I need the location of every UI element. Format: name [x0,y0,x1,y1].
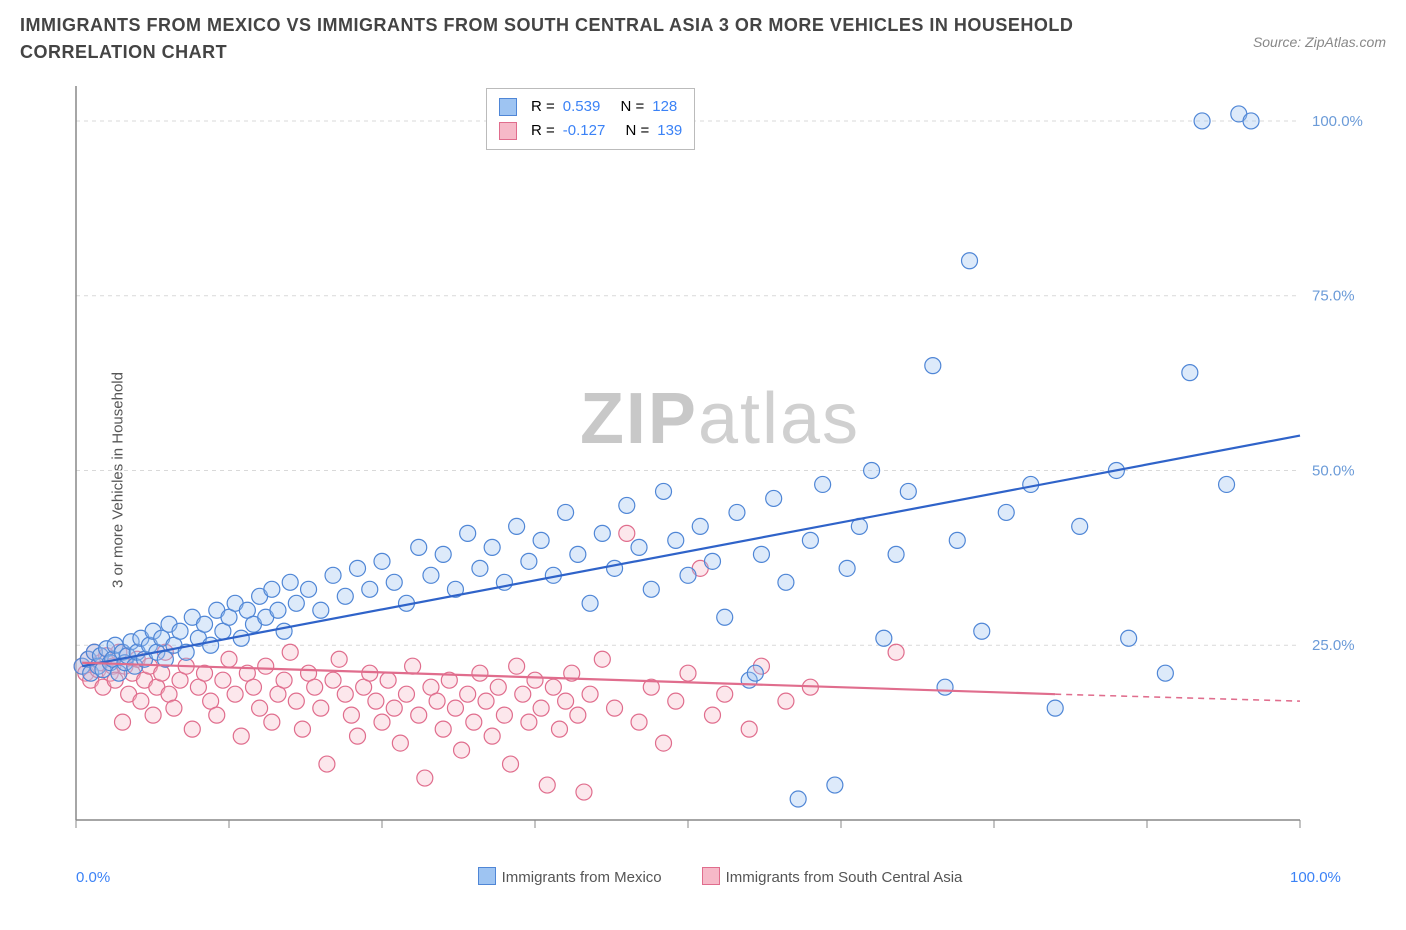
svg-text:50.0%: 50.0% [1312,462,1355,479]
scatter-plot: 25.0%50.0%75.0%100.0% ZIPatlas R = 0.539… [70,80,1370,850]
svg-text:25.0%: 25.0% [1312,637,1355,654]
svg-text:100.0%: 100.0% [1312,113,1363,130]
series-legend: Immigrants from Mexico Immigrants from So… [70,867,1370,886]
svg-text:75.0%: 75.0% [1312,288,1355,305]
legend-item: Immigrants from Mexico [478,867,662,886]
source-label: Source: ZipAtlas.com [1253,34,1386,50]
chart-title: IMMIGRANTS FROM MEXICO VS IMMIGRANTS FRO… [20,12,1140,66]
correlation-legend: R = 0.539 N = 128R = -0.127 N = 139 [486,88,695,150]
legend-item: Immigrants from South Central Asia [702,867,963,886]
